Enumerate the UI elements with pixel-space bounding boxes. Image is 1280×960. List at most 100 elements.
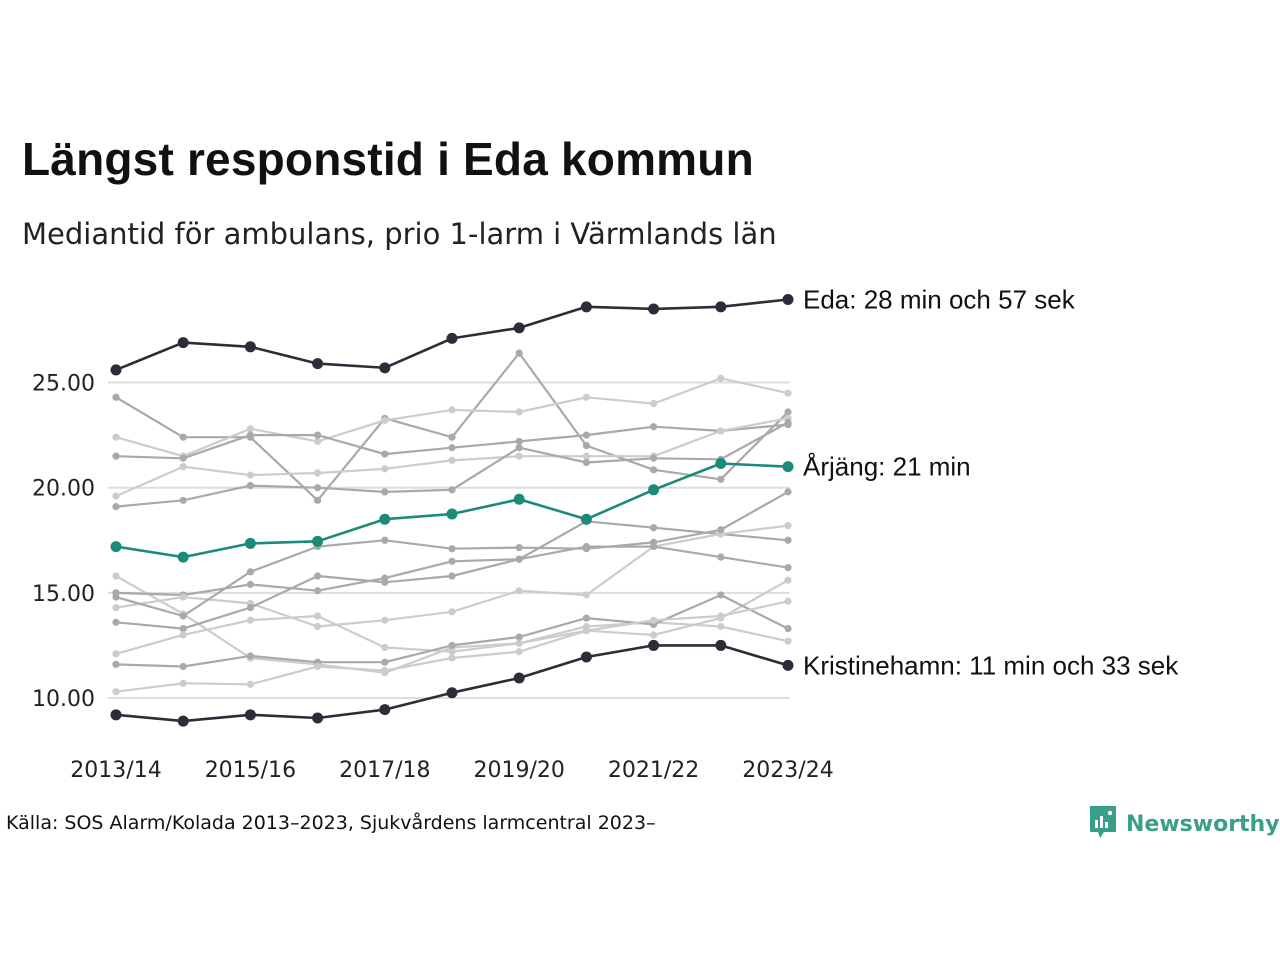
data-point <box>244 341 256 353</box>
data-point <box>717 526 725 534</box>
data-point <box>717 612 725 620</box>
data-point <box>179 612 187 620</box>
data-point <box>314 469 322 477</box>
data-point <box>112 593 120 601</box>
line-chart: 10.00 15.00 20.00 25.00 2013/14 2015/16 2017/… <box>32 284 1179 783</box>
data-point <box>515 444 523 452</box>
data-point <box>112 688 120 696</box>
data-point <box>112 503 120 511</box>
data-point <box>110 364 122 376</box>
data-point <box>582 545 591 553</box>
data-point <box>314 587 322 595</box>
background-series <box>112 517 792 599</box>
data-point <box>784 521 792 530</box>
data-point <box>513 493 525 505</box>
data-point <box>515 639 523 647</box>
data-point <box>448 641 456 650</box>
data-point <box>314 431 322 439</box>
data-point <box>582 614 591 622</box>
data-point <box>381 643 389 652</box>
data-point <box>177 337 189 349</box>
data-point <box>246 580 254 589</box>
data-point <box>179 593 187 601</box>
data-point <box>246 481 254 490</box>
data-point <box>179 625 187 633</box>
data-point <box>784 625 792 633</box>
y-tick-label: 15.00 <box>32 582 95 607</box>
data-point <box>246 680 254 688</box>
data-point <box>650 399 658 408</box>
data-point <box>112 572 120 580</box>
highlighted-series <box>110 293 794 376</box>
data-point <box>515 349 523 357</box>
data-point <box>650 454 658 462</box>
data-point <box>381 616 389 624</box>
background-series <box>112 576 792 658</box>
data-point <box>110 541 122 553</box>
data-point <box>784 564 792 572</box>
y-axis-labels: 10.00 15.00 20.00 25.00 <box>32 372 95 712</box>
background-series <box>112 488 792 620</box>
chart-title: Längst responstid i Eda kommun <box>22 133 754 185</box>
y-tick-label: 10.00 <box>32 687 95 712</box>
data-point <box>782 293 794 305</box>
data-point <box>715 639 727 651</box>
data-point <box>446 687 458 699</box>
data-point <box>448 654 456 662</box>
data-point <box>717 374 725 382</box>
x-tick-label: 2023/24 <box>742 758 833 783</box>
data-point <box>112 433 120 441</box>
data-point <box>580 513 592 525</box>
y-tick-label: 20.00 <box>32 477 95 502</box>
highlighted-series-group <box>110 293 794 727</box>
data-point <box>179 433 187 441</box>
data-point <box>648 303 660 315</box>
data-point <box>179 496 187 504</box>
data-point <box>448 557 456 565</box>
series-end-label: Årjäng: 21 min <box>803 452 971 482</box>
data-point <box>515 408 523 416</box>
background-series <box>112 349 792 504</box>
data-point <box>782 659 794 671</box>
data-point <box>515 648 523 656</box>
background-series <box>112 414 792 500</box>
data-point <box>381 450 389 458</box>
data-point <box>381 658 389 666</box>
data-point <box>650 631 658 639</box>
data-point <box>515 633 523 641</box>
data-point <box>582 458 591 467</box>
data-point <box>312 535 324 547</box>
data-point <box>650 466 658 474</box>
data-point <box>582 452 591 460</box>
data-point <box>515 544 523 552</box>
data-point <box>246 603 254 612</box>
source-note: Källa: SOS Alarm/Kolada 2013–2023, Sjukv… <box>6 812 656 834</box>
newsworthy-brand[interactable]: Newsworthy <box>1088 804 1280 844</box>
data-point <box>582 627 591 635</box>
data-point <box>582 431 591 439</box>
data-point <box>582 393 591 401</box>
data-point <box>650 524 658 532</box>
data-point <box>784 637 792 645</box>
data-point <box>784 408 792 416</box>
data-point <box>784 389 792 397</box>
series-line <box>115 352 789 502</box>
data-point <box>448 545 456 553</box>
y-tick-label: 25.00 <box>32 372 95 397</box>
newsworthy-logo-icon <box>1088 804 1118 844</box>
data-point <box>381 578 389 586</box>
end-labels: Eda: 28 min och 57 sek Årjäng: 21 min Kris… <box>803 284 1179 680</box>
series-end-label: Eda: 28 min och 57 sek <box>803 284 1076 314</box>
data-point <box>379 513 391 525</box>
data-point <box>179 662 187 671</box>
data-point <box>784 597 792 605</box>
data-point <box>650 538 658 546</box>
data-point <box>580 301 592 313</box>
data-point <box>381 536 389 544</box>
data-point <box>784 576 792 584</box>
data-point <box>312 358 324 370</box>
data-point <box>179 454 187 462</box>
data-point <box>381 465 389 473</box>
data-point <box>446 332 458 344</box>
data-point <box>314 622 322 631</box>
